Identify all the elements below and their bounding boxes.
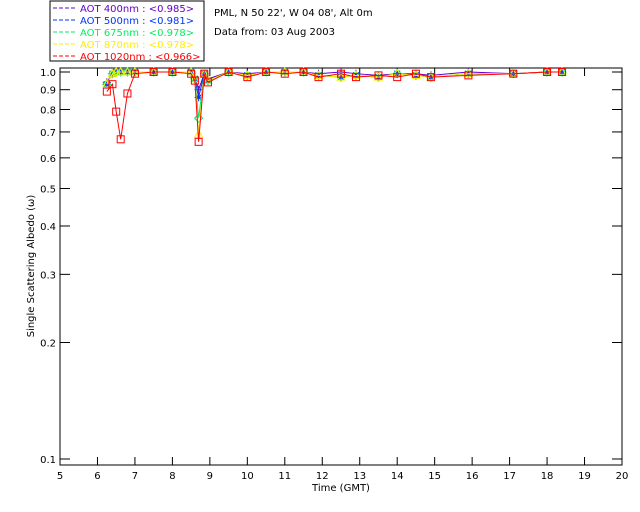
series-3 bbox=[101, 66, 567, 138]
data-point bbox=[464, 71, 473, 80]
data-point bbox=[186, 66, 196, 76]
x-tick-label: 8 bbox=[169, 471, 175, 482]
data-point bbox=[123, 89, 132, 98]
y-tick-label: 1.0 bbox=[40, 68, 56, 79]
data-point bbox=[107, 68, 118, 78]
data-point bbox=[122, 67, 133, 77]
chart-title: PML, N 50 22', W 04 08', Alt 0m bbox=[214, 8, 373, 19]
data-point bbox=[102, 80, 111, 89]
series-4 bbox=[102, 68, 567, 146]
data-point bbox=[200, 69, 209, 78]
data-point bbox=[194, 93, 203, 102]
data-point bbox=[224, 68, 233, 76]
data-point bbox=[426, 73, 435, 82]
x-tick-label: 5 bbox=[57, 471, 63, 482]
data-point bbox=[243, 73, 252, 82]
y-tick-label: 0.5 bbox=[40, 184, 56, 195]
y-tick-label: 0.3 bbox=[40, 270, 56, 281]
x-axis-label: Time (GMT) bbox=[311, 483, 370, 494]
x-tick-label: 20 bbox=[616, 471, 629, 482]
data-point bbox=[509, 69, 518, 78]
data-point bbox=[411, 70, 421, 79]
x-tick-label: 18 bbox=[541, 471, 554, 482]
data-point bbox=[411, 69, 420, 78]
data-point bbox=[299, 68, 308, 76]
data-point bbox=[190, 76, 199, 85]
y-tick-label: 0.8 bbox=[40, 106, 56, 117]
series-line bbox=[106, 71, 563, 142]
data-point bbox=[116, 135, 125, 144]
data-point bbox=[108, 80, 117, 89]
y-axis-label: Single Scattering Albedo (ω) bbox=[26, 195, 37, 338]
series-line bbox=[106, 71, 563, 135]
x-tick-label: 14 bbox=[391, 471, 404, 482]
y-tick-label: 0.1 bbox=[40, 455, 56, 466]
data-point bbox=[168, 68, 177, 76]
x-tick-label: 9 bbox=[207, 471, 213, 482]
data-point bbox=[351, 73, 360, 82]
axes: 5 6 7 8 9 10 11 12 13 14 15 16 17 18 19 20 1.0 0.9 0.8 0.7 0… bbox=[40, 68, 628, 482]
x-tick-label: 13 bbox=[353, 471, 366, 482]
data-point bbox=[392, 68, 402, 79]
data-point bbox=[130, 69, 139, 78]
series-line bbox=[106, 71, 563, 119]
data-point bbox=[242, 70, 253, 79]
data-point bbox=[203, 78, 212, 87]
y-tick-label: 0.6 bbox=[40, 154, 56, 165]
y-tick-label: 0.2 bbox=[40, 339, 56, 350]
legend-entry: AOT 1020nm : <0.966> bbox=[80, 52, 200, 63]
data-point bbox=[203, 75, 213, 85]
data-point bbox=[543, 68, 552, 76]
x-tick-label: 6 bbox=[94, 471, 100, 482]
y-tick-label: 0.4 bbox=[40, 222, 56, 233]
data-point bbox=[558, 68, 567, 76]
data-point bbox=[463, 68, 474, 78]
data-point bbox=[351, 70, 361, 79]
chart-subtitle: Data from: 03 Aug 2003 bbox=[214, 27, 335, 38]
data-point bbox=[262, 68, 271, 76]
data-point bbox=[115, 66, 126, 76]
y-tick-label: 0.9 bbox=[40, 86, 56, 97]
data-point bbox=[194, 137, 203, 146]
legend: AOT 400nm : <0.985>AOT 500nm : <0.981>AO… bbox=[49, 0, 205, 63]
data-point bbox=[314, 73, 323, 82]
x-tick-label: 12 bbox=[316, 471, 329, 482]
data-point bbox=[336, 72, 346, 81]
x-tick-label: 17 bbox=[503, 471, 516, 482]
legend-entry: AOT 500nm : <0.981> bbox=[80, 16, 194, 27]
data-point bbox=[280, 69, 289, 78]
x-tick-label: 11 bbox=[278, 471, 291, 482]
x-tick-label: 15 bbox=[428, 471, 441, 482]
data-point bbox=[193, 113, 204, 123]
data-point bbox=[279, 66, 290, 76]
data-point bbox=[373, 72, 384, 81]
data-point bbox=[374, 71, 383, 80]
plot-frame bbox=[59, 67, 623, 466]
data-point bbox=[112, 107, 121, 116]
x-tick-label: 7 bbox=[132, 471, 138, 482]
data-point bbox=[337, 69, 345, 78]
x-tick-label: 10 bbox=[241, 471, 254, 482]
data-point bbox=[102, 87, 111, 96]
data-point bbox=[393, 73, 402, 82]
series-layer bbox=[101, 66, 567, 146]
data-point bbox=[122, 66, 133, 76]
x-tick-label: 19 bbox=[578, 471, 591, 482]
legend-entry: AOT 870nm : <0.978> bbox=[80, 40, 194, 51]
legend-entry: AOT 675nm : <0.978> bbox=[80, 28, 194, 39]
y-tick-label: 0.7 bbox=[40, 128, 56, 139]
legend-box bbox=[49, 0, 205, 62]
data-point bbox=[313, 70, 324, 79]
x-tick-label: 16 bbox=[466, 471, 479, 482]
data-point bbox=[336, 72, 346, 82]
legend-entry: AOT 400nm : <0.985> bbox=[80, 4, 194, 15]
data-point bbox=[149, 68, 158, 76]
